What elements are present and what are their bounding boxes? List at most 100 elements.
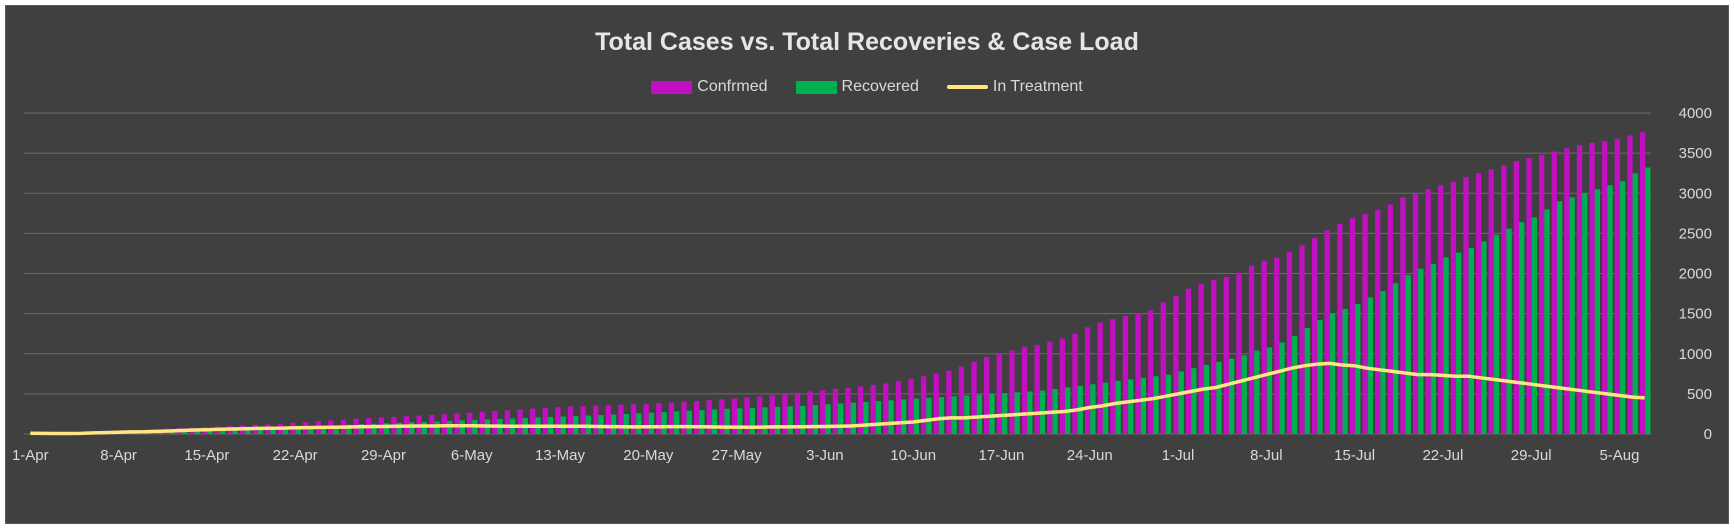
bar-confirmed	[1375, 210, 1381, 434]
bar-recovered	[1418, 268, 1424, 434]
bar-confirmed	[1513, 161, 1520, 434]
y-tick-label: 1500	[1679, 306, 1712, 323]
bar-recovered	[1001, 393, 1008, 434]
bar-confirmed	[1311, 238, 1318, 434]
bar-recovered	[1140, 377, 1146, 434]
bar-confirmed	[593, 405, 599, 434]
bar-confirmed	[1173, 295, 1179, 434]
bar-recovered	[1191, 368, 1197, 434]
bar-recovered	[219, 430, 226, 434]
bar-confirmed	[1110, 319, 1116, 434]
bar-confirmed	[1564, 148, 1570, 434]
bar-confirmed	[719, 399, 725, 434]
x-tick-label: 1-Apr	[12, 447, 49, 464]
bar-recovered	[913, 398, 919, 434]
bar-recovered	[207, 430, 213, 434]
bar-recovered	[308, 426, 314, 434]
bar-confirmed	[530, 408, 536, 434]
plot-area: 0 500 1000 1500 2000 2500 3000 3500 4000 1-Apr 8-A…	[12, 105, 1712, 464]
bar-recovered	[938, 397, 945, 434]
bar-recovered	[1594, 189, 1601, 434]
bar-confirmed	[757, 396, 763, 434]
bar-confirmed	[946, 370, 952, 434]
bar-confirmed	[479, 411, 485, 434]
bar-confirmed	[1501, 165, 1507, 434]
x-tick-label: 22-Jul	[1422, 447, 1463, 464]
bar-recovered	[1544, 209, 1550, 434]
line-in-treatment	[30, 361, 1645, 436]
bar-recovered	[295, 427, 301, 434]
bar-recovered	[1531, 217, 1537, 434]
bar-recovered	[1329, 313, 1336, 434]
bar-recovered	[1355, 303, 1361, 434]
chart-area: Total Cases vs. Total Recoveries & Case …	[5, 5, 1729, 524]
legend-swatch-confirmed	[651, 80, 693, 94]
y-tick-label: 1000	[1679, 346, 1712, 363]
bar-recovered	[976, 394, 983, 434]
bar-recovered	[1493, 234, 1500, 434]
bar-recovered	[888, 400, 894, 434]
bar-recovered	[812, 405, 819, 434]
bar-recovered	[838, 403, 844, 434]
x-tick-label: 15-Apr	[184, 447, 229, 464]
bar-recovered	[1266, 347, 1273, 434]
bar-recovered	[774, 406, 781, 434]
bar-recovered	[421, 421, 428, 434]
bar-confirmed	[1387, 204, 1393, 434]
bar-confirmed	[1286, 251, 1293, 434]
bar-recovered	[1456, 252, 1462, 434]
bar-confirmed	[1576, 145, 1583, 434]
bar-recovered	[1430, 263, 1437, 434]
bar-recovered	[1632, 173, 1638, 434]
legend-swatch-recovered	[795, 80, 837, 94]
bar-confirmed	[870, 385, 876, 434]
bar-recovered	[1254, 350, 1260, 434]
bar-confirmed	[908, 378, 914, 434]
bar-confirmed	[794, 392, 801, 434]
bar-confirmed	[1337, 223, 1343, 434]
bar-recovered	[1317, 320, 1323, 434]
bar-recovered	[1165, 374, 1172, 434]
bar-recovered	[333, 425, 339, 434]
y-tick-label: 500	[1687, 386, 1712, 403]
bar-recovered	[1619, 181, 1626, 434]
bar-recovered	[346, 424, 352, 434]
bar-confirmed	[731, 398, 738, 434]
bar-confirmed	[681, 401, 687, 434]
bar-confirmed	[971, 361, 977, 434]
legend-label-recovered: Recovered	[841, 78, 919, 95]
bar-confirmed	[567, 406, 574, 434]
bar-confirmed	[555, 407, 561, 434]
bar-confirmed	[504, 410, 511, 434]
bar-confirmed	[782, 394, 788, 434]
bar-recovered	[1468, 247, 1474, 434]
bar-confirmed	[1362, 214, 1368, 434]
bar-recovered	[661, 412, 667, 434]
bar-confirmed	[1211, 279, 1217, 434]
bar-recovered	[1392, 283, 1399, 434]
bar-confirmed	[1097, 322, 1103, 434]
x-tick-label: 3-Jun	[806, 447, 844, 464]
bar-recovered	[1304, 328, 1310, 434]
x-tick-label: 22-Apr	[273, 447, 318, 464]
x-tick-label: 1-Jul	[1162, 447, 1195, 464]
bar-recovered	[182, 431, 188, 434]
bar-confirmed	[492, 411, 498, 434]
bar-confirmed	[1072, 333, 1078, 434]
legend: Confrmed Recovered In Treatment	[6, 78, 1728, 96]
bar-confirmed	[1589, 142, 1595, 434]
bar-confirmed	[1438, 185, 1444, 434]
bar-confirmed	[1261, 260, 1267, 434]
bar-recovered	[648, 412, 655, 434]
bar-recovered	[1102, 382, 1109, 434]
bar-recovered	[699, 410, 705, 434]
bar-confirmed	[807, 391, 813, 434]
x-tick-label: 20-May	[623, 447, 674, 464]
bar-recovered	[169, 432, 175, 434]
bar-recovered	[875, 401, 882, 434]
bar-recovered	[194, 431, 201, 434]
y-tick-label: 4000	[1679, 105, 1712, 122]
bar-recovered	[1569, 197, 1575, 434]
bar-confirmed	[605, 405, 611, 434]
bar-confirmed	[1059, 338, 1066, 434]
